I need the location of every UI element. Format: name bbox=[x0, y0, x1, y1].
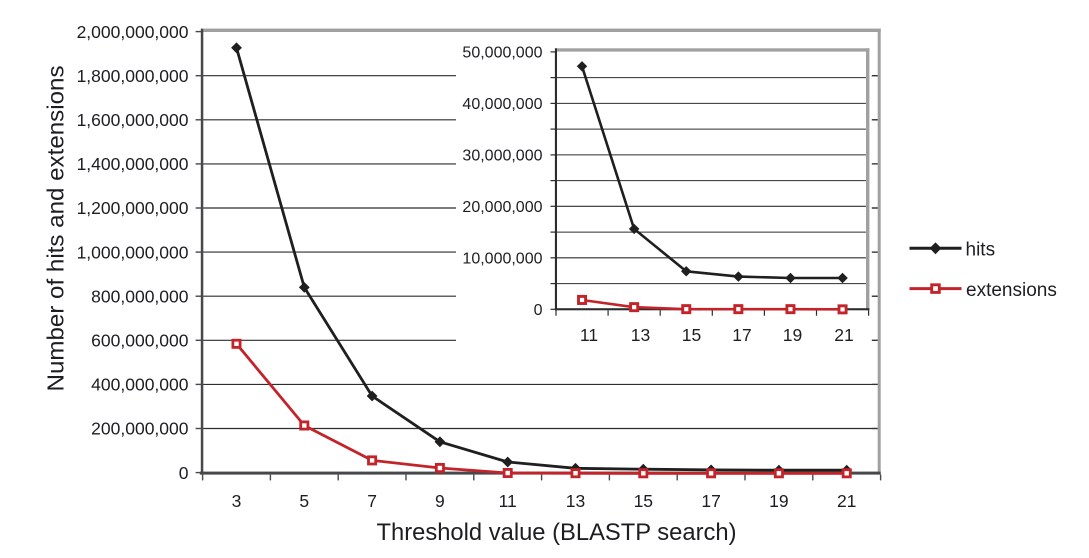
svg-text:200,000,000: 200,000,000 bbox=[91, 419, 189, 439]
svg-text:11: 11 bbox=[499, 491, 517, 511]
svg-text:Threshold value (BLASTP search: Threshold value (BLASTP search) bbox=[377, 519, 737, 546]
svg-text:extensions: extensions bbox=[966, 280, 1057, 301]
svg-text:19: 19 bbox=[783, 325, 802, 345]
svg-text:15: 15 bbox=[682, 325, 701, 345]
svg-text:7: 7 bbox=[367, 491, 377, 511]
svg-text:10,000,000: 10,000,000 bbox=[462, 251, 542, 268]
svg-text:50,000,000: 50,000,000 bbox=[462, 45, 542, 62]
svg-text:hits: hits bbox=[966, 240, 996, 261]
svg-text:1,800,000,000: 1,800,000,000 bbox=[77, 66, 189, 86]
svg-text:800,000,000: 800,000,000 bbox=[91, 286, 189, 306]
svg-text:400,000,000: 400,000,000 bbox=[91, 375, 189, 395]
svg-text:1,600,000,000: 1,600,000,000 bbox=[77, 110, 189, 130]
svg-text:0: 0 bbox=[534, 302, 543, 319]
svg-text:5: 5 bbox=[299, 491, 309, 511]
svg-text:17: 17 bbox=[732, 325, 751, 345]
svg-text:1,400,000,000: 1,400,000,000 bbox=[77, 154, 189, 174]
svg-text:21: 21 bbox=[837, 491, 856, 511]
svg-text:1,000,000,000: 1,000,000,000 bbox=[77, 242, 189, 262]
svg-text:40,000,000: 40,000,000 bbox=[462, 96, 542, 113]
svg-text:20,000,000: 20,000,000 bbox=[462, 199, 542, 216]
svg-text:15: 15 bbox=[634, 491, 653, 511]
svg-text:19: 19 bbox=[769, 491, 788, 511]
svg-text:1,200,000,000: 1,200,000,000 bbox=[77, 198, 189, 218]
svg-text:2,000,000,000: 2,000,000,000 bbox=[77, 22, 189, 42]
svg-text:17: 17 bbox=[701, 491, 720, 511]
svg-text:3: 3 bbox=[232, 491, 242, 511]
svg-text:Number of hits and extensions: Number of hits and extensions bbox=[43, 66, 69, 392]
svg-text:13: 13 bbox=[566, 491, 585, 511]
svg-text:13: 13 bbox=[631, 325, 650, 345]
svg-text:21: 21 bbox=[834, 325, 853, 345]
svg-text:9: 9 bbox=[435, 491, 445, 511]
svg-text:0: 0 bbox=[179, 463, 189, 483]
svg-text:11: 11 bbox=[580, 325, 598, 345]
svg-text:600,000,000: 600,000,000 bbox=[91, 331, 189, 351]
svg-text:30,000,000: 30,000,000 bbox=[462, 148, 542, 165]
